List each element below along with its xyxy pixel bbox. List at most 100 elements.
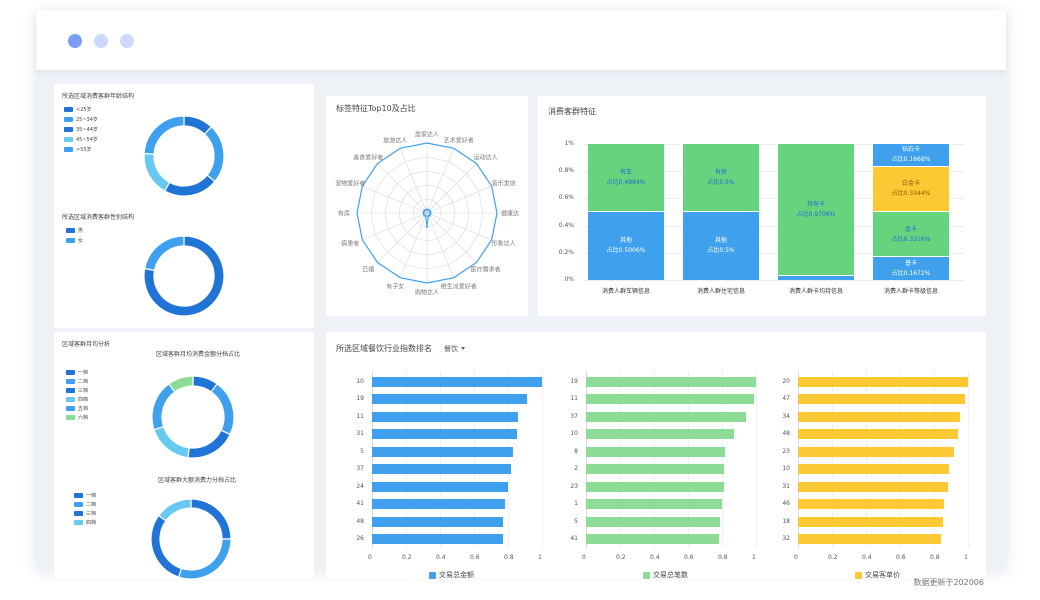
ranking-bar[interactable] bbox=[586, 429, 734, 440]
radar-point[interactable] bbox=[424, 208, 427, 211]
ranking-title: 所选区域餐饮行业指数排名 bbox=[336, 344, 432, 353]
legend-item[interactable]: 五档 bbox=[66, 405, 88, 412]
legend-item[interactable]: 男 bbox=[66, 227, 83, 234]
ranking-bar[interactable] bbox=[798, 411, 960, 422]
ranking-bar[interactable] bbox=[372, 516, 503, 527]
legend-item[interactable]: 四档 bbox=[66, 396, 88, 403]
donut-slice[interactable] bbox=[143, 235, 225, 317]
ranking-bar[interactable] bbox=[798, 446, 955, 457]
segment-label: 其他 占比0.5% bbox=[707, 236, 734, 256]
stacked-segment[interactable] bbox=[588, 144, 664, 212]
legend-item[interactable]: 二档 bbox=[66, 378, 88, 385]
ranking-bar[interactable] bbox=[798, 481, 948, 492]
donut-slice[interactable] bbox=[177, 538, 232, 580]
ranking-legend[interactable]: 交易总笔数 bbox=[643, 570, 688, 580]
ranking-bar[interactable] bbox=[586, 516, 721, 527]
window-dot[interactable] bbox=[120, 34, 134, 48]
donut-slice[interactable] bbox=[153, 425, 190, 459]
legend-item[interactable]: 一档 bbox=[66, 369, 88, 376]
radar-axis-label: 医疗需求者 bbox=[470, 266, 501, 274]
donut-slice[interactable] bbox=[168, 375, 194, 393]
ranking-bar[interactable] bbox=[586, 411, 746, 422]
x-tick-label: 0.4 bbox=[862, 554, 872, 561]
radar-spoke bbox=[426, 212, 455, 278]
legend-swatch bbox=[66, 228, 75, 233]
stacked-segment[interactable] bbox=[873, 212, 949, 258]
legend-item[interactable]: 六档 bbox=[66, 414, 88, 421]
ranking-legend[interactable]: 交易总金额 bbox=[429, 570, 474, 580]
stacked-segment[interactable] bbox=[588, 211, 664, 280]
ranking-card: 所选区域餐饮行业指数排名 餐饮 0 0.2 0.4 0.6 0.8 1 10 19 11 31 5 3… bbox=[326, 332, 986, 580]
ranking-bar[interactable] bbox=[586, 481, 724, 492]
ranking-bar[interactable] bbox=[372, 394, 527, 405]
radar-axis-label: 音乐发烧 bbox=[491, 180, 516, 188]
stacked-segment[interactable] bbox=[873, 144, 949, 167]
ranking-bar[interactable] bbox=[372, 429, 517, 440]
legend-label: 二档 bbox=[78, 379, 89, 385]
ranking-bar[interactable] bbox=[586, 376, 756, 387]
donut-slice[interactable] bbox=[144, 235, 185, 272]
stacked-segment[interactable] bbox=[778, 275, 854, 280]
x-tick-label: 0.6 bbox=[470, 554, 480, 561]
donut-slice[interactable] bbox=[150, 514, 183, 578]
ranking-bar[interactable] bbox=[798, 394, 965, 405]
ranking-bar[interactable] bbox=[798, 534, 941, 545]
stacked-segment[interactable] bbox=[683, 212, 759, 280]
ranking-bar[interactable] bbox=[586, 464, 724, 475]
window-dot[interactable] bbox=[94, 34, 108, 48]
donut-slice[interactable] bbox=[151, 382, 176, 431]
consumer-title: 消费客群特征 bbox=[548, 107, 596, 116]
ranking-bar[interactable] bbox=[798, 429, 958, 440]
stacked-segment[interactable] bbox=[873, 257, 949, 280]
x-tick-label: 0.8 bbox=[504, 554, 514, 561]
legend-item[interactable]: >55岁 bbox=[64, 146, 92, 153]
legend-item[interactable]: <25岁 bbox=[64, 106, 92, 113]
donut-slice[interactable] bbox=[190, 498, 232, 540]
ranking-bar[interactable] bbox=[798, 464, 950, 475]
ranking-bar[interactable] bbox=[798, 516, 943, 527]
legend-item[interactable]: 45~54岁 bbox=[64, 136, 98, 143]
ranking-bar[interactable] bbox=[372, 481, 508, 492]
ranking-bar[interactable] bbox=[372, 411, 519, 422]
ranking-bar[interactable] bbox=[372, 446, 514, 457]
ranking-bar[interactable] bbox=[372, 464, 512, 475]
radar-point[interactable] bbox=[427, 215, 430, 218]
stacked-segment[interactable] bbox=[873, 166, 949, 213]
stacked-segment[interactable] bbox=[683, 144, 759, 212]
industry-dropdown[interactable]: 餐饮 bbox=[444, 344, 465, 354]
ranking-legend[interactable]: 交易客单价 bbox=[855, 570, 900, 580]
legend-item[interactable]: 一档 bbox=[74, 492, 96, 499]
donut-slice[interactable] bbox=[143, 152, 171, 192]
donut-slice[interactable] bbox=[143, 115, 185, 155]
donut-slice[interactable] bbox=[163, 174, 216, 197]
donut-slice[interactable] bbox=[187, 429, 231, 459]
legend-item[interactable]: 35~44岁 bbox=[64, 126, 98, 133]
donut-slice[interactable] bbox=[210, 382, 235, 436]
radar-point[interactable] bbox=[426, 226, 428, 228]
legend-label: 一档 bbox=[86, 493, 97, 499]
ranking-bar[interactable] bbox=[586, 394, 755, 405]
legend-item[interactable]: 女 bbox=[66, 237, 83, 244]
ranking-bar[interactable] bbox=[586, 499, 722, 510]
ranking-bar[interactable] bbox=[372, 534, 503, 545]
ranking-bar[interactable] bbox=[798, 376, 968, 387]
legend-item[interactable]: 三档 bbox=[74, 510, 96, 517]
ranking-bar[interactable] bbox=[798, 499, 945, 510]
legend-item[interactable]: 四档 bbox=[74, 519, 96, 526]
x-tick-label: 0.6 bbox=[684, 554, 694, 561]
segment-value: 占比0.1668% bbox=[891, 156, 931, 164]
legend-item[interactable]: 二档 bbox=[74, 501, 96, 508]
donut-slice[interactable] bbox=[157, 498, 192, 522]
ranking-bar[interactable] bbox=[372, 499, 505, 510]
segment-name: 钻石卡 bbox=[901, 146, 921, 154]
legend-item[interactable]: 三档 bbox=[66, 387, 88, 394]
legend-item[interactable]: 25~34岁 bbox=[64, 116, 98, 123]
window-dot-primary[interactable] bbox=[68, 34, 82, 48]
age-legend: <25岁 25~34岁 35~44岁 45~54岁 >55岁 bbox=[64, 106, 124, 176]
donut-slice[interactable] bbox=[203, 125, 225, 183]
ranking-bar[interactable] bbox=[586, 534, 719, 545]
stacked-segment[interactable] bbox=[778, 144, 854, 276]
ranking-bar[interactable] bbox=[586, 446, 726, 457]
ranking-bar[interactable] bbox=[372, 376, 542, 387]
radar-axis-label: 运动达人 bbox=[473, 154, 498, 162]
